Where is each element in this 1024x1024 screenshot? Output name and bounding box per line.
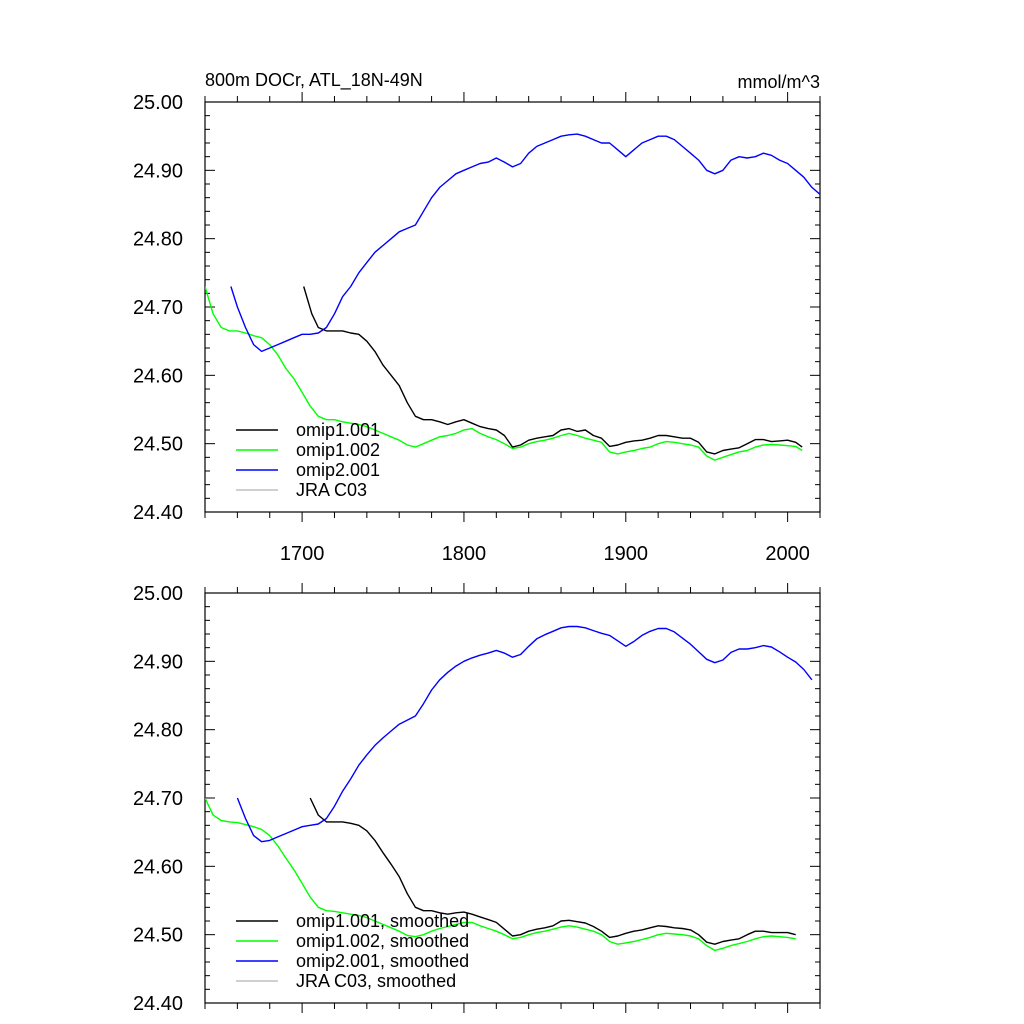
y-tick-label: 25.00 [133,92,183,114]
units-label: mmol/m^3 [738,72,820,92]
y-tick-label: 24.90 [133,160,183,182]
legend-label: omip1.001, smoothed [296,911,469,931]
y-tick-label: 24.70 [133,788,183,810]
y-tick-label: 24.40 [133,993,183,1015]
x-tick-label: 1700 [280,543,325,565]
y-tick-label: 24.70 [133,297,183,319]
legend-label: omip2.001, smoothed [296,951,469,971]
legend-label: omip1.001 [296,420,380,440]
y-tick-label: 24.80 [133,720,183,742]
x-tick-label: 1800 [442,543,487,565]
series-line-1 [303,286,803,455]
series-line-1 [309,797,796,945]
series-line-2 [205,797,796,952]
y-tick-label: 24.60 [133,365,183,387]
y-tick-label: 25.00 [133,583,183,605]
chart-title: 800m DOCr, ATL_18N-49N [205,70,423,91]
y-tick-label: 24.60 [133,856,183,878]
chart-top: 800m DOCr, ATL_18N-49N mmol/m^3 24.40 24.… [133,70,821,565]
y-tick-label: 24.80 [133,229,183,251]
x-tick-label: 2000 [765,543,810,565]
chart-bottom: 24.40 24.50 24.60 24.70 24.80 24.90 25.00 omip1… [133,583,821,1015]
series-line-3 [236,625,813,843]
series-line-3 [230,133,820,353]
legend-label: omip1.002, smoothed [296,931,469,951]
series-line-2 [205,286,803,461]
legend-label: omip1.002 [296,440,380,460]
y-tick-label: 24.90 [133,651,183,673]
y-tick-label: 24.40 [133,502,183,524]
y-tick-label: 24.50 [133,925,183,947]
legend-label: JRA C03 [296,480,367,500]
legend-label: JRA C03, smoothed [296,971,456,991]
x-tick-label: 1900 [604,543,649,565]
legend-label: omip2.001 [296,460,380,480]
y-tick-label: 24.50 [133,434,183,456]
